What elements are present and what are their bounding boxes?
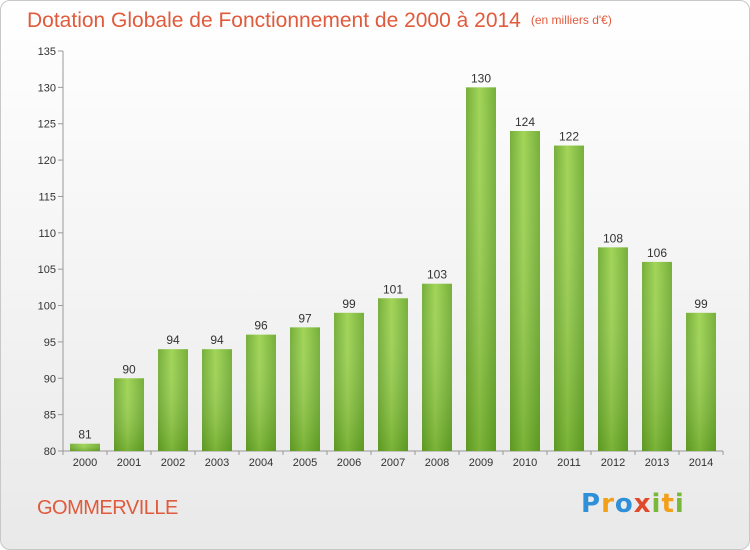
- data-label: 124: [515, 115, 535, 129]
- y-tick-label: 120: [38, 155, 56, 167]
- bar-shade: [114, 378, 144, 451]
- data-label: 96: [254, 319, 268, 333]
- x-tick-label: 2000: [73, 457, 97, 469]
- bar-shade: [290, 327, 320, 451]
- title-text: Dotation Globale de Fonctionnement de 20…: [27, 9, 521, 32]
- chart-title: Dotation Globale de Fonctionnement de 20…: [27, 9, 612, 33]
- y-tick-label: 115: [38, 191, 56, 203]
- x-tick-label: 2006: [337, 457, 361, 469]
- x-tick-label: 2008: [425, 457, 449, 469]
- y-tick-label: 130: [38, 82, 56, 94]
- bar-shade: [334, 312, 364, 451]
- data-label: 97: [298, 311, 312, 325]
- proxiti-logo: Proxiti: [581, 489, 685, 519]
- x-tick-label: 2010: [513, 457, 537, 469]
- data-label: 90: [122, 362, 136, 376]
- data-label: 99: [694, 297, 708, 311]
- bar-shade: [554, 145, 584, 451]
- x-tick-label: 2009: [469, 457, 493, 469]
- data-label: 122: [559, 130, 579, 144]
- bar-shade: [686, 312, 716, 451]
- logo-letter: o: [614, 489, 634, 519]
- logo-letter: t: [661, 489, 675, 519]
- x-tick-label: 2012: [601, 457, 625, 469]
- data-label: 130: [471, 71, 491, 85]
- logo-letter: x: [633, 489, 652, 519]
- data-label: 99: [342, 297, 356, 311]
- bar-shade: [642, 261, 672, 451]
- x-tick-label: 2005: [293, 457, 317, 469]
- x-tick-label: 2013: [645, 457, 669, 469]
- x-tick-label: 2001: [117, 457, 141, 469]
- logo-letter: r: [601, 489, 615, 519]
- y-tick-label: 105: [38, 264, 56, 276]
- x-tick-label: 2004: [249, 457, 273, 469]
- x-tick-label: 2002: [161, 457, 185, 469]
- bar-shade: [246, 334, 276, 451]
- data-label: 106: [647, 246, 667, 260]
- data-label: 108: [603, 231, 623, 245]
- y-tick-label: 85: [44, 410, 56, 422]
- bar-shade: [70, 443, 100, 451]
- bars: 81 90 94 94 96 97 99 101 103 130 124 122 108 106 99: [70, 71, 716, 451]
- y-tick-label: 135: [38, 46, 56, 58]
- y-tick-label: 95: [44, 337, 56, 349]
- x-tick-label: 2011: [557, 457, 581, 469]
- y-tick-label: 90: [44, 373, 56, 385]
- logo-letter: i: [674, 489, 685, 519]
- logo-letter: i: [651, 489, 662, 519]
- data-label: 81: [78, 428, 92, 442]
- y-tick-label: 125: [38, 119, 56, 131]
- city-name: GOMMERVILLE: [37, 497, 178, 519]
- x-tick-label: 2003: [205, 457, 229, 469]
- bar-shade: [158, 349, 188, 451]
- y-tick-label: 80: [44, 446, 56, 458]
- bar-shade: [378, 298, 408, 451]
- bar-shade: [422, 283, 452, 451]
- bar-shade: [202, 349, 232, 451]
- bar-shade: [466, 87, 496, 451]
- data-label: 94: [166, 333, 180, 347]
- logo-letter: P: [581, 489, 602, 519]
- bar-shade: [510, 131, 540, 451]
- data-label: 94: [210, 333, 224, 347]
- bar-shade: [598, 247, 628, 451]
- y-tick-label: 100: [38, 301, 56, 313]
- data-label: 103: [427, 268, 447, 282]
- data-label: 101: [383, 282, 403, 296]
- chart-subtitle: (en milliers d'€): [530, 13, 612, 27]
- x-tick-label: 2007: [381, 457, 405, 469]
- y-tick-label: 110: [38, 228, 56, 240]
- x-tick-label: 2014: [689, 457, 713, 469]
